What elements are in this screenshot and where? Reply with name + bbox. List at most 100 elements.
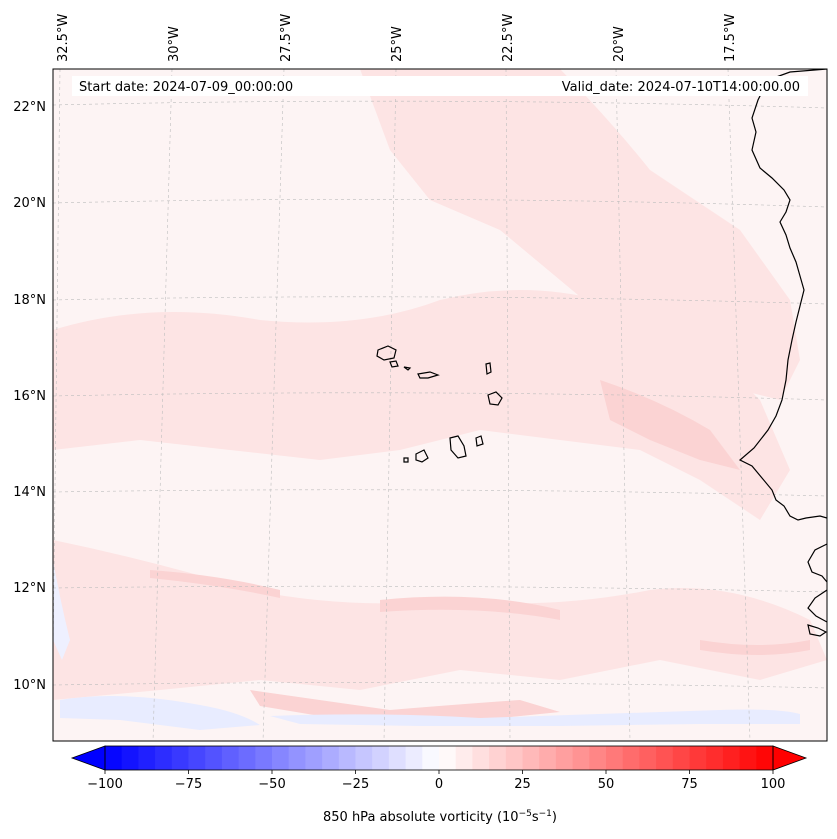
colorbar-tick-label: 25 <box>514 777 531 792</box>
colorbar-segment <box>338 746 357 770</box>
colorbar-max-extension <box>772 745 808 771</box>
colorbar-segment <box>739 746 757 770</box>
map-frame <box>52 68 828 742</box>
coastline-guinea-bissau <box>807 589 827 623</box>
colorbar-segment <box>455 746 473 770</box>
coastline-south <box>807 543 827 583</box>
colorbar-segment <box>722 746 741 770</box>
colorbar-tick-label: −75 <box>175 777 202 792</box>
lat-label-14n: 14°N <box>13 485 46 500</box>
colorbar-segment <box>472 746 490 770</box>
latitude-labels: 22°N 20°N 18°N 16°N 14°N 12°N 10°N <box>13 100 46 693</box>
lat-label-22n: 22°N <box>13 100 46 115</box>
colorbar-segment <box>689 746 707 770</box>
colorbar-segment <box>505 746 524 770</box>
colorbar-segment <box>121 746 139 770</box>
island-santo-antao <box>376 345 397 361</box>
vorticity-band-south <box>53 540 827 700</box>
colorbar-segment <box>539 746 557 770</box>
valid-date-label: Valid_date: 2024-07-10T14:00:00.00 <box>562 80 800 95</box>
colorbar-segment <box>489 746 507 770</box>
colorbar-segment <box>422 746 440 770</box>
island-brava <box>403 457 409 463</box>
vorticity-band-east-strong <box>600 380 740 470</box>
colorbar-segment <box>606 746 624 770</box>
negative-vorticity-patch-west <box>53 560 70 660</box>
coastline <box>738 69 827 637</box>
negative-vorticity-patch-south <box>270 709 800 726</box>
negative-vorticity-patch-southwest <box>60 696 260 730</box>
graticule <box>53 69 827 741</box>
map-panel <box>53 69 827 741</box>
colorbar-segment <box>388 746 407 770</box>
vorticity-streak-2 <box>150 570 280 598</box>
colorbar-segment <box>171 746 190 770</box>
colorbar-min-extension <box>70 745 106 771</box>
vorticity-streak-1 <box>380 596 560 620</box>
lon-label-22-5w: 22.5°W <box>501 14 516 62</box>
lat-label-16n: 16°N <box>13 389 46 404</box>
longitude-labels: 32.5°W 30°W 27.5°W 25°W 22.5°W 20°W 17.5… <box>56 14 738 62</box>
vorticity-band-southern-strong <box>250 690 560 722</box>
lon-label-25w: 25°W <box>390 26 405 62</box>
colorbar-segment <box>706 746 724 770</box>
colorbar-segment <box>221 746 240 770</box>
colorbar-segment <box>522 746 540 770</box>
colorbar-segment <box>238 746 256 770</box>
colorbar-segment <box>305 746 323 770</box>
lat-label-12n: 12°N <box>13 581 46 596</box>
island-boa-vista <box>487 391 503 406</box>
colorbar-segment <box>405 746 423 770</box>
colorbar-label: 850 hPa absolute vorticity (10−5s−1) <box>323 809 557 825</box>
lon-label-20w: 20°W <box>612 26 627 62</box>
colorbar-segment <box>622 746 640 770</box>
colorbar-segment <box>439 746 457 770</box>
colorbar-tick-label: −25 <box>342 777 369 792</box>
colorbar-segment <box>255 746 273 770</box>
lon-label-17-5w: 17.5°W <box>723 14 738 62</box>
island-santiago <box>449 435 467 459</box>
colorbar: −100 −75 −50 −25 0 25 50 75 100 <box>70 745 808 792</box>
lat-label-20n: 20°N <box>13 196 46 211</box>
cape-verde-islands <box>376 345 503 463</box>
colorbar-segment <box>372 746 390 770</box>
start-date-label: Start date: 2024-07-09_00:00:00 <box>79 80 293 95</box>
colorbar-segment <box>672 746 691 770</box>
vorticity-band-central <box>53 290 790 520</box>
colorbar-segment <box>656 746 674 770</box>
lon-label-32-5w: 32.5°W <box>56 14 71 62</box>
island-maio <box>475 435 484 447</box>
lat-label-18n: 18°N <box>13 293 46 308</box>
colorbar-segment <box>205 746 223 770</box>
lon-label-27-5w: 27.5°W <box>279 14 294 62</box>
colorbar-segment <box>188 746 206 770</box>
island-sal <box>485 362 492 375</box>
colorbar-tick-label: −100 <box>87 777 123 792</box>
colorbar-segment <box>756 746 774 770</box>
african-coastline <box>738 69 827 521</box>
colorbar-tick-label: 75 <box>681 777 698 792</box>
island-santa-luzia <box>403 366 412 371</box>
date-header-box <box>72 76 808 96</box>
colorbar-segment <box>288 746 306 770</box>
lat-label-10n: 10°N <box>13 678 46 693</box>
vorticity-band-north <box>360 69 800 400</box>
colorbar-segment <box>138 746 156 770</box>
island-sao-nicolau <box>417 371 440 379</box>
island-sao-vicente <box>389 360 399 368</box>
colorbar-segment <box>322 746 340 770</box>
lon-label-30w: 30°W <box>167 26 182 62</box>
colorbar-tick-label: 100 <box>761 777 786 792</box>
coastline-islands-south <box>807 624 827 637</box>
colorbar-tick-label: −50 <box>258 777 285 792</box>
colorbar-tick-label: 50 <box>598 777 615 792</box>
colorbar-segment <box>105 746 123 770</box>
vorticity-streak-3 <box>700 640 810 655</box>
colorbar-segment <box>589 746 607 770</box>
colorbar-segment <box>639 746 657 770</box>
colorbar-tick-label: 0 <box>435 777 443 792</box>
colorbar-segment <box>272 746 290 770</box>
island-fogo <box>415 449 429 463</box>
colorbar-segment <box>355 746 373 770</box>
